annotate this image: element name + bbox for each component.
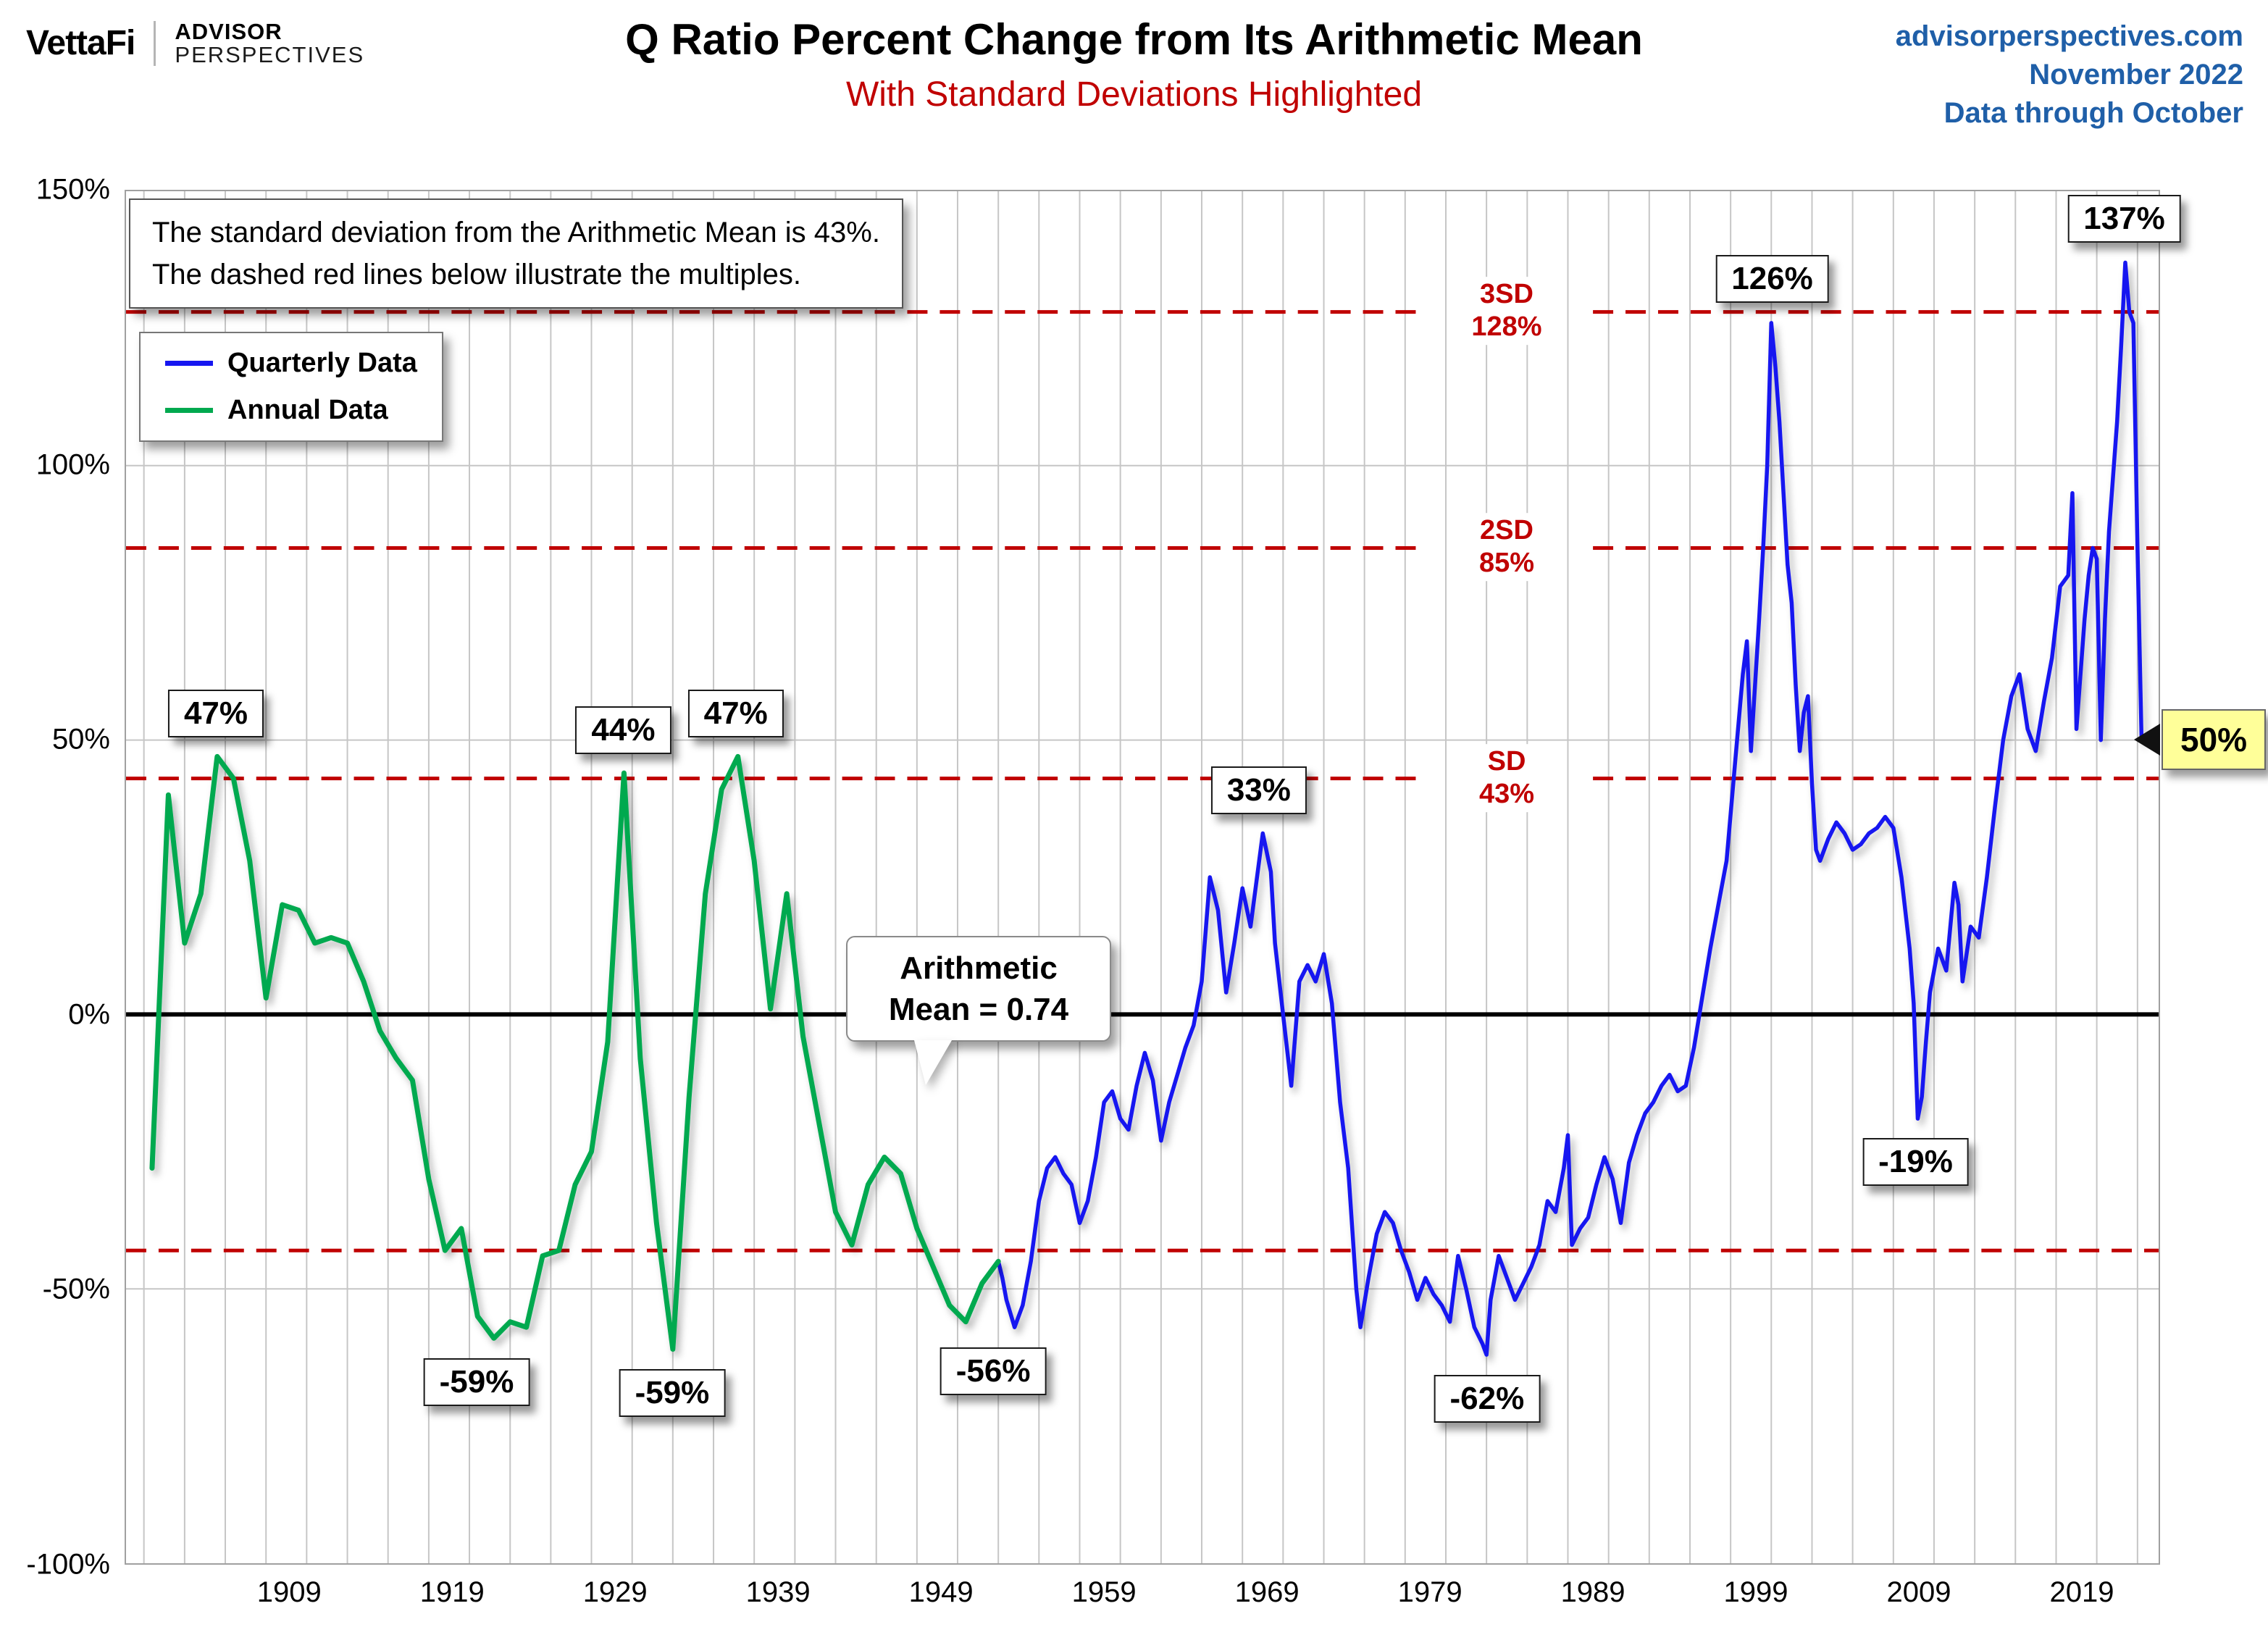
y-tick-label: 100%	[35, 448, 110, 481]
chart-subtitle: With Standard Deviations Highlighted	[845, 75, 1423, 114]
annotation-box: -19%	[1862, 1138, 1969, 1187]
callout-tail	[914, 1040, 952, 1086]
brand-divider	[154, 20, 156, 66]
annotation-box: 47%	[687, 689, 784, 737]
annotation-box: -59%	[423, 1358, 530, 1406]
legend-swatch	[165, 361, 213, 366]
source-date: November 2022	[2029, 58, 2243, 91]
current-value-label: 50%	[2162, 709, 2267, 771]
legend-label: Quarterly Data	[227, 348, 417, 378]
x-tick-label: 1919	[419, 1576, 485, 1608]
mean-callout-line1: Arithmetic	[900, 950, 1058, 986]
sd-note-line2: The dashed red lines below illustrate th…	[152, 259, 802, 290]
chart-title: Q Ratio Percent Change from Its Arithmet…	[625, 15, 1643, 64]
x-tick-label: 1929	[582, 1576, 648, 1608]
annotation-box: 33%	[1210, 766, 1307, 815]
x-tick-label: 1959	[1071, 1576, 1137, 1608]
annotation-box: -59%	[619, 1368, 726, 1417]
y-tick-label: 50%	[51, 723, 110, 756]
perspectives-wordmark: PERSPECTIVES	[175, 41, 365, 67]
sd-label: SD 43%	[1471, 744, 1542, 813]
x-tick-label: 2009	[1886, 1576, 1951, 1608]
legend-item: Quarterly Data	[165, 348, 417, 379]
annotation-box: 126%	[1715, 255, 1829, 304]
legend: Quarterly Data Annual Data	[139, 332, 443, 442]
annotation-box: 44%	[575, 706, 671, 754]
plot-area	[125, 190, 2160, 1565]
source-block: advisorperspectives.com November 2022 Da…	[1896, 17, 2243, 132]
mean-callout-line2: Mean = 0.74	[888, 992, 1069, 1028]
source-site: advisorperspectives.com	[1895, 20, 2243, 52]
vettafi-logo: VettaFi	[26, 24, 135, 63]
y-tick-label: -100%	[26, 1548, 110, 1581]
x-tick-label: 1969	[1234, 1576, 1300, 1608]
x-tick-label: 1909	[256, 1576, 322, 1608]
advisor-perspectives-logo: ADVISOR PERSPECTIVES	[175, 20, 364, 66]
x-tick-label: 1949	[908, 1576, 974, 1608]
x-tick-label: 1979	[1397, 1576, 1463, 1608]
legend-swatch	[165, 408, 213, 413]
annotation-box: 137%	[2067, 194, 2181, 243]
mean-callout: Arithmetic Mean = 0.74	[846, 936, 1111, 1086]
sd-note-line1: The standard deviation from the Arithmet…	[152, 217, 880, 248]
annotation-box: -56%	[940, 1347, 1047, 1395]
y-tick-label: 150%	[35, 173, 110, 206]
left-arrow-icon	[2134, 724, 2160, 756]
sd-label: 3SD 128%	[1464, 277, 1549, 345]
chart-canvas	[126, 191, 2159, 1563]
x-tick-label: 1999	[1723, 1576, 1788, 1608]
advisor-wordmark: ADVISOR	[175, 19, 283, 44]
annotation-box: 47%	[167, 689, 264, 737]
y-tick-label: -50%	[42, 1273, 110, 1305]
current-value-marker: 50%	[2134, 709, 2267, 771]
annotation-box: -62%	[1434, 1374, 1541, 1423]
x-tick-label: 2019	[2049, 1576, 2114, 1608]
x-tick-label: 1939	[745, 1576, 811, 1608]
x-tick-label: 1989	[1560, 1576, 1625, 1608]
sd-label: 2SD 85%	[1471, 513, 1542, 582]
legend-label: Annual Data	[227, 395, 388, 425]
legend-item: Annual Data	[165, 395, 417, 426]
source-note: Data through October	[1943, 96, 2243, 129]
title-block: Q Ratio Percent Change from Its Arithmet…	[464, 14, 1804, 114]
sd-note-box: The standard deviation from the Arithmet…	[129, 198, 903, 309]
brand: VettaFi ADVISOR PERSPECTIVES	[26, 20, 364, 66]
y-tick-label: 0%	[68, 998, 110, 1031]
